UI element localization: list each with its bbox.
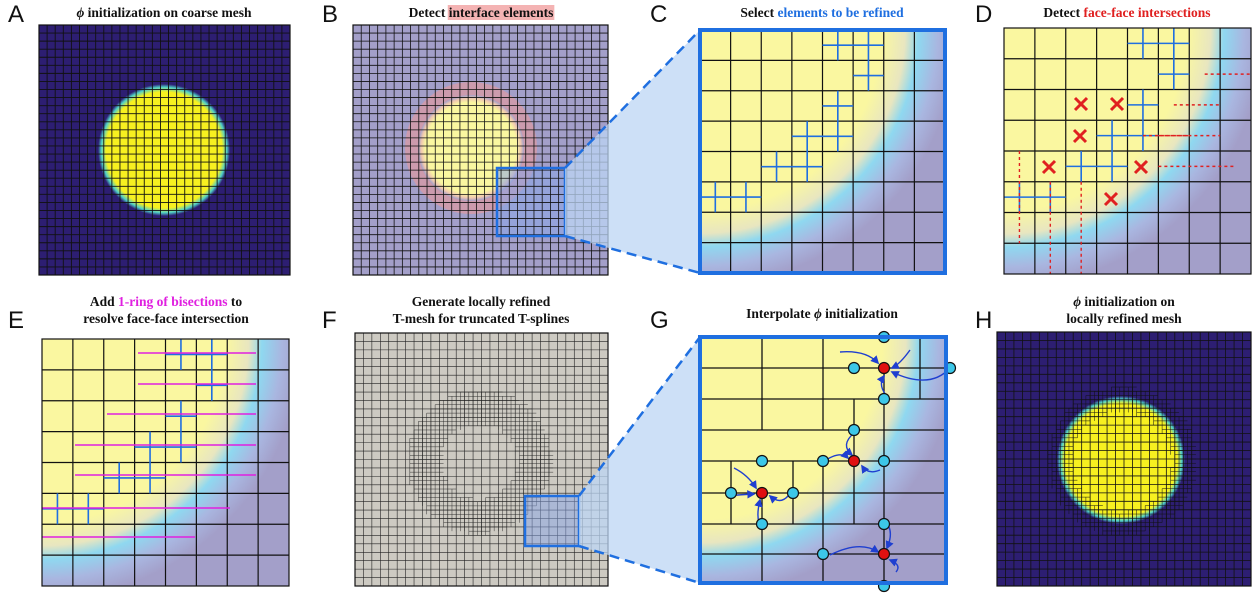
panel-a-image [38, 24, 291, 276]
panel-e-bisection-lines [42, 352, 256, 538]
panel-a-mesh [39, 25, 290, 275]
control-node [755, 454, 769, 468]
panel-e-mesh [42, 339, 289, 586]
panel-letter-e: E [8, 307, 24, 334]
new-node [755, 486, 769, 500]
panel-title-d-line-1: Detect face-face intersections [1043, 5, 1210, 20]
panel-g-nodes [724, 330, 957, 593]
panel-title-b-line-1: Detect interface elements [409, 5, 554, 20]
control-node [755, 517, 769, 531]
control-node [877, 392, 891, 406]
title-highlight [447, 5, 555, 20]
panel-d-intersection-marks [1041, 96, 1149, 207]
panel-title-h-line-2: locally refined mesh [1066, 311, 1182, 326]
panel-title-f-line-2: T-mesh for truncated T-splines [393, 311, 570, 326]
panel-h-image [996, 331, 1252, 587]
new-node [847, 454, 861, 468]
control-node [786, 486, 800, 500]
panel-g-image [698, 330, 957, 593]
zoom-cone-f-g [579, 337, 700, 583]
new-node [877, 361, 891, 375]
new-node [877, 547, 891, 561]
control-node [847, 361, 861, 375]
panel-d-mesh [1004, 28, 1251, 274]
control-node [816, 547, 830, 561]
panel-d-image [1003, 27, 1252, 275]
panel-title-h-line-1: ϕ initialization on [1073, 294, 1175, 309]
panel-b-image [352, 24, 609, 276]
panel-c-mesh [700, 30, 945, 273]
panel-letter-g: G [650, 307, 669, 334]
control-node [847, 423, 861, 437]
panel-letter-h: H [975, 307, 992, 334]
panel-title-g-line-1: Interpolate ϕ initialization [746, 306, 898, 321]
panel-letter-b: B [322, 1, 338, 28]
panel-letter-d: D [975, 1, 992, 28]
panel-title-e-line-1: Add 1-ring of bisections to [90, 294, 243, 309]
control-node [877, 517, 891, 531]
panel-c-refine-marks [700, 30, 884, 213]
panel-f-tmesh [355, 333, 608, 586]
zoom-cone-b-c [565, 30, 700, 273]
control-node [724, 486, 738, 500]
panel-letter-a: A [8, 1, 24, 28]
panel-letter-f: F [322, 307, 337, 334]
panel-h-tmesh [997, 332, 1251, 586]
panel-b-mesh [353, 25, 608, 275]
panel-title-c-line-1: Select elements to be refined [740, 5, 904, 20]
panel-f-image [354, 332, 609, 587]
panel-e-refine-marks [42, 339, 228, 525]
panel-title-a-line-1: ϕ initialization on coarse mesh [76, 5, 252, 20]
panel-letter-c: C [650, 1, 667, 28]
panel-d-intersection-lines [1018, 73, 1251, 274]
panel-title-e-line-2: resolve face-face intersection [83, 311, 249, 326]
panel-title-f-line-1: Generate locally refined [412, 294, 551, 309]
control-node [816, 454, 830, 468]
panel-d-refine-marks [1004, 28, 1190, 213]
panel-e-image [41, 338, 290, 587]
panel-c-image [698, 28, 947, 275]
control-node [877, 454, 891, 468]
